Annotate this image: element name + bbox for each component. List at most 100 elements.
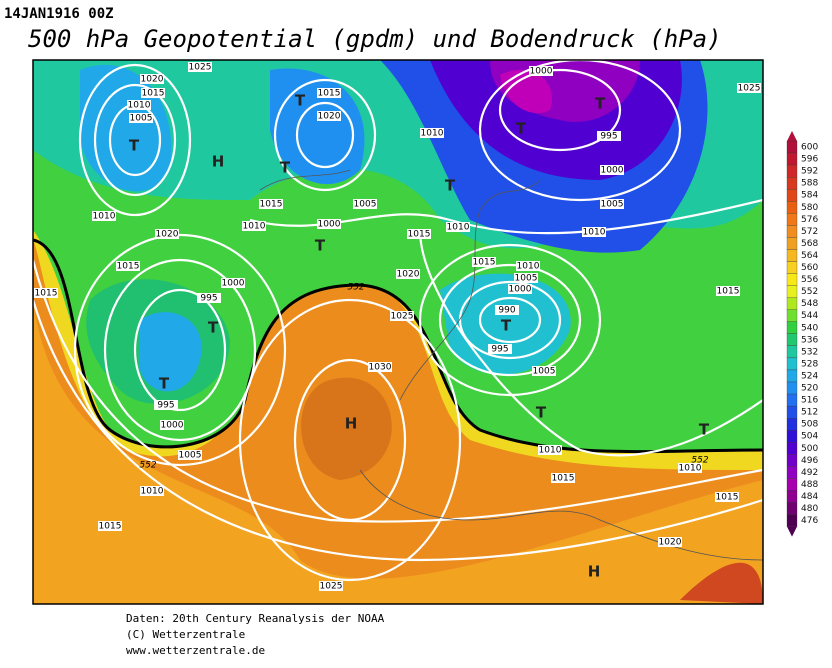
isobar-label: 1010 xyxy=(141,487,164,497)
pressure-center: T xyxy=(295,92,306,110)
isobar-label: 552 xyxy=(139,461,156,471)
isobar-label: 1015 xyxy=(142,89,165,99)
isobar-label-bg xyxy=(472,257,496,267)
pressure-center: T xyxy=(280,159,291,177)
colorbar-label: 540 xyxy=(801,323,818,333)
isobar-label-bg xyxy=(658,537,682,547)
colorbar-swatch xyxy=(786,345,798,359)
colorbar-label: 552 xyxy=(801,287,818,297)
colorbar-label: 600 xyxy=(801,143,818,153)
isobar-label-bg xyxy=(600,165,624,175)
isobar-label-bg xyxy=(317,111,341,121)
isobar-label: 1010 xyxy=(93,212,116,222)
isobar-label-bg xyxy=(178,450,202,460)
isobar-label: 1000 xyxy=(509,285,532,295)
colorbar-swatch xyxy=(786,140,798,154)
isobar-label-bg xyxy=(600,199,624,209)
footer-copyright: (C) Wetterzentrale xyxy=(126,628,245,641)
colorbar-swatch xyxy=(786,249,798,262)
isobar-label-bg xyxy=(368,362,392,372)
isobar-label: 995 xyxy=(157,401,174,411)
isobar-label-bg xyxy=(188,62,212,72)
isobar-label-bg xyxy=(529,66,553,76)
footer-url: www.wetterzentrale.de xyxy=(126,644,265,657)
isobar-label: 1025 xyxy=(189,63,212,73)
isobar-label: 1020 xyxy=(659,538,682,548)
isobar-label-bg xyxy=(129,113,153,123)
colorbar-label: 476 xyxy=(801,516,818,526)
pressure-center: T xyxy=(445,177,456,195)
pressure-center: T xyxy=(516,120,527,138)
isobar-label: 995 xyxy=(200,294,217,304)
isobar-label: 1005 xyxy=(515,274,538,284)
isobar-label: 1025 xyxy=(738,84,761,94)
isobar-label-bg xyxy=(197,293,221,303)
colorbar-label: 588 xyxy=(801,179,818,189)
colorbar-label: 508 xyxy=(801,420,818,430)
pressure-center: H xyxy=(588,563,601,581)
colorbar-swatch xyxy=(786,164,798,178)
isobar-label: 1000 xyxy=(161,421,184,431)
colorbar-label: 556 xyxy=(801,275,818,285)
colorbar-swatch xyxy=(786,285,798,298)
colorbar-swatch xyxy=(786,405,798,419)
colorbar-swatch xyxy=(786,176,798,190)
colorbar-label: 576 xyxy=(801,215,818,225)
isobar-label: 1015 xyxy=(716,493,739,503)
colorbar-swatch xyxy=(786,466,798,479)
colorbar-label: 532 xyxy=(801,347,818,357)
colorbar-swatch xyxy=(786,357,798,371)
isobar-label-bg xyxy=(407,229,431,239)
colorbar-label: 516 xyxy=(801,396,818,406)
isobar-label-bg xyxy=(396,269,420,279)
isobar-label-bg xyxy=(446,222,470,232)
colorbar-label: 584 xyxy=(801,191,818,201)
isobar-label: 1015 xyxy=(260,200,283,210)
isobar-label: 1010 xyxy=(539,446,562,456)
colorbar-cap-top xyxy=(787,131,797,141)
colorbar-swatch xyxy=(786,454,798,467)
isobar-label-bg xyxy=(242,221,266,231)
isobar-label-bg xyxy=(538,445,562,455)
isobar-label: 990 xyxy=(498,306,515,316)
isobar-label-bg xyxy=(514,273,538,283)
colorbar-swatch xyxy=(786,321,798,334)
colorbar-label: 480 xyxy=(801,504,818,514)
colorbar-label: 524 xyxy=(801,371,818,381)
colorbar-label: 568 xyxy=(801,239,818,249)
colorbar-label: 580 xyxy=(801,203,818,213)
colorbar-swatch xyxy=(786,297,798,310)
colorbar-swatch xyxy=(786,333,798,346)
map-title: 500 hPa Geopotential (gpdm) und Bodendru… xyxy=(28,25,722,53)
isobar-label-bg xyxy=(551,473,575,483)
colorbar-label: 496 xyxy=(801,456,818,466)
isobar-label: 1000 xyxy=(530,67,553,77)
isobar-label-bg xyxy=(716,286,740,296)
pressure-center: T xyxy=(501,317,512,335)
pressure-center: T xyxy=(208,319,219,337)
colorbar-cap-bottom xyxy=(787,526,797,537)
isobar-label: 552 xyxy=(691,456,708,466)
isobar-label: 1015 xyxy=(473,258,496,268)
colorbar-swatch xyxy=(786,213,798,226)
isobar-label-bg xyxy=(715,492,739,502)
isobar-label-bg xyxy=(737,83,761,93)
isobar-label: 1025 xyxy=(320,582,343,592)
colorbar-label: 572 xyxy=(801,227,818,237)
isobar-label-bg xyxy=(259,199,283,209)
isobar-label: 1000 xyxy=(222,279,245,289)
pressure-center: H xyxy=(212,153,225,171)
isobar-label: 1010 xyxy=(679,464,702,474)
isobar-label: 1005 xyxy=(533,367,556,377)
isobar-label: 552 xyxy=(347,283,364,293)
isobar-label-bg xyxy=(420,128,444,138)
colorbar-label: 504 xyxy=(801,432,818,442)
isobar-label-bg xyxy=(319,581,343,591)
isobar-label: 1015 xyxy=(408,230,431,240)
isobar-label: 1010 xyxy=(128,101,151,111)
isobar-label-bg xyxy=(98,521,122,531)
colorbar-label: 488 xyxy=(801,480,818,490)
isobar-label: 1020 xyxy=(397,270,420,280)
isobar-label: 1015 xyxy=(318,89,341,99)
isobar-label: 1010 xyxy=(447,223,470,233)
